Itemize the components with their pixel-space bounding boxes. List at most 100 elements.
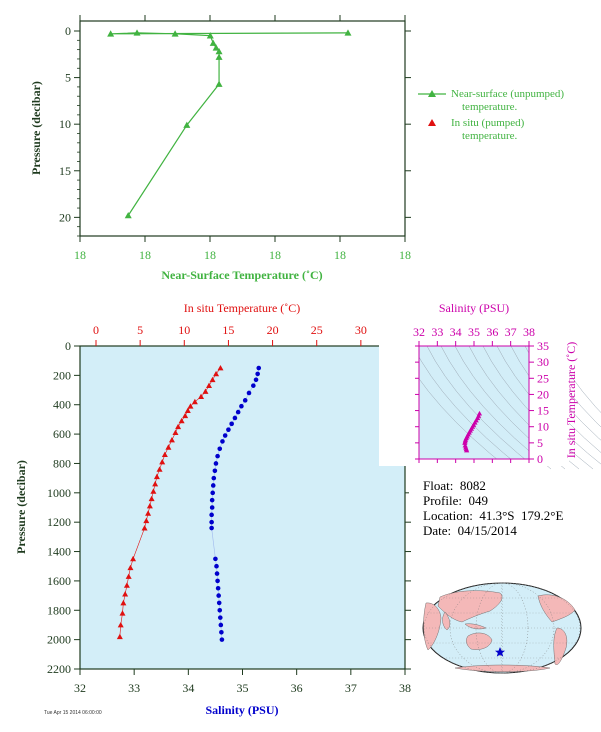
temperature-marker: [161, 451, 168, 458]
top-x-tick-label: 18: [399, 248, 411, 262]
salinity-marker: [219, 637, 225, 642]
map-graticule: [423, 582, 581, 674]
temperature-marker: [159, 458, 166, 465]
salinity-marker: [209, 505, 215, 510]
temperature-marker: [168, 436, 175, 443]
ts-title: Salinity (PSU): [439, 301, 509, 315]
salinity-tick-label: 37: [345, 681, 357, 695]
ts-marker: [462, 440, 468, 445]
pressure-tick-label: 200: [53, 368, 71, 382]
legend-triangle-pumped: [428, 119, 436, 126]
ts-salinity-axis: 32 33 34 35 36 37 38: [413, 325, 535, 463]
temperature-marker: [127, 564, 134, 571]
salinity-tick-label: 34: [182, 681, 194, 695]
map-float-marker: [495, 647, 505, 657]
salinity-marker: [220, 439, 225, 444]
map-land-asia: [437, 590, 503, 623]
top-y-tick-label: 5: [65, 71, 71, 85]
temperature-marker: [187, 403, 194, 409]
temperature-tick-label: 20: [267, 323, 279, 337]
ts-salinity-tick-label: 33: [431, 325, 443, 339]
salinity-tick-label: 35: [237, 681, 249, 695]
ts-salinity-tick-label: 32: [413, 325, 425, 339]
salinity-marker: [210, 490, 216, 496]
temperature-tick-label: 0: [93, 323, 99, 337]
top-y-axis-label: Pressure (decibar): [29, 81, 43, 175]
top-series-marker: [107, 30, 115, 37]
pressure-axis: 0 200 400 600 800 1000 1200 1400 1600 1800 2000 220…: [47, 339, 411, 676]
pressure-tick-label: 0: [65, 339, 71, 353]
top-series-marker: [171, 30, 179, 37]
ts-plot-area: [418, 345, 530, 460]
temperature-marker: [119, 610, 126, 616]
ts-temp-tick-label: 35: [537, 339, 549, 353]
top-y-axis: 0 5 10 15 20: [59, 24, 411, 237]
legend-label-pumped-line2: temperature.: [462, 130, 518, 142]
legend-triangle-unpumped: [428, 90, 436, 97]
map-land-antarctica: [454, 664, 551, 672]
top-series-group: [107, 29, 352, 219]
float-location: Location: 41.3°S 179.2°E: [423, 508, 564, 523]
temperature-marker: [123, 582, 130, 588]
salinity-marker: [209, 512, 214, 518]
ts-density-contour: [412, 345, 524, 470]
temperature-marker: [122, 591, 129, 597]
temperature-marker: [172, 429, 179, 436]
profile-number: Profile: 049: [423, 493, 488, 508]
temperature-marker: [206, 382, 213, 389]
near-surface-temperature-chart: 0 5 10 15 20 18 18 18 18 18 18 Pressure (decibar)…: [29, 15, 411, 282]
top-series-marker: [209, 39, 217, 46]
temperature-marker: [182, 412, 189, 419]
temperature-marker: [120, 599, 127, 606]
temperature-marker: [198, 393, 205, 400]
ts-density-contour: [426, 345, 538, 470]
salinity-marker: [235, 409, 241, 415]
salinity-marker: [229, 421, 234, 427]
salinity-marker: [255, 371, 260, 377]
salinity-marker: [217, 607, 223, 613]
temperature-marker: [213, 370, 220, 377]
top-x-tick-label: 18: [204, 248, 216, 262]
top-series-marker: [133, 29, 141, 36]
pressure-tick-label: 1000: [47, 486, 71, 500]
salinity-marker: [218, 622, 224, 628]
top-x-tick-label: 18: [139, 248, 151, 262]
location-map: [422, 582, 582, 674]
temperature-marker: [153, 473, 160, 480]
ts-temp-tick-label: 20: [537, 387, 549, 401]
top-legend: Near-surface (unpumped) temperature. In …: [418, 88, 564, 142]
salinity-marker: [239, 403, 244, 409]
ts-temp-tick-label: 0: [537, 452, 543, 466]
profile-series-group: [116, 365, 262, 642]
temperature-tick-label: 5: [137, 323, 143, 337]
salinity-marker: [216, 593, 221, 598]
salinity-marker: [214, 571, 220, 576]
salinity-marker: [215, 453, 220, 459]
top-x-axis-label: Near-Surface Temperature (˚C): [161, 268, 322, 282]
top-y-tick-label: 20: [59, 210, 71, 224]
pressure-tick-label: 2200: [47, 662, 71, 676]
profile-chart: 0200400600800100012001400160018002000220…: [14, 301, 411, 717]
ts-diagram: 32 33 34 35 36 37 38 0 5 10 15 20 25 30 35 Salinity (…: [379, 301, 601, 499]
salinity-marker: [213, 461, 219, 466]
temperature-marker: [184, 407, 191, 413]
temperature-marker: [202, 388, 209, 394]
ts-density-contours: [379, 306, 601, 499]
ts-temperature-axis: 0 5 10 15 20 25 30 35: [415, 339, 549, 466]
profile-salinity-axis-label: Salinity (PSU): [205, 703, 278, 717]
top-y-tick-label: 15: [59, 164, 71, 178]
ts-density-contour: [482, 345, 594, 470]
salinity-marker: [219, 629, 224, 635]
top-x-axis: 18 18 18 18 18 18: [74, 15, 411, 262]
salinity-axis: 32 33 34 35 36 37 38: [74, 669, 411, 695]
temperature-marker: [116, 633, 123, 640]
map-land-australia: [466, 632, 493, 650]
pressure-tick-label: 1600: [47, 574, 71, 588]
salinity-marker: [212, 468, 218, 474]
temperature-marker: [178, 417, 185, 424]
salinity-marker: [209, 519, 214, 525]
temperature-marker: [117, 621, 124, 628]
ts-salinity-tick-label: 37: [505, 325, 517, 339]
temperature-marker: [191, 398, 198, 405]
ts-salinity-tick-label: 35: [468, 325, 480, 339]
